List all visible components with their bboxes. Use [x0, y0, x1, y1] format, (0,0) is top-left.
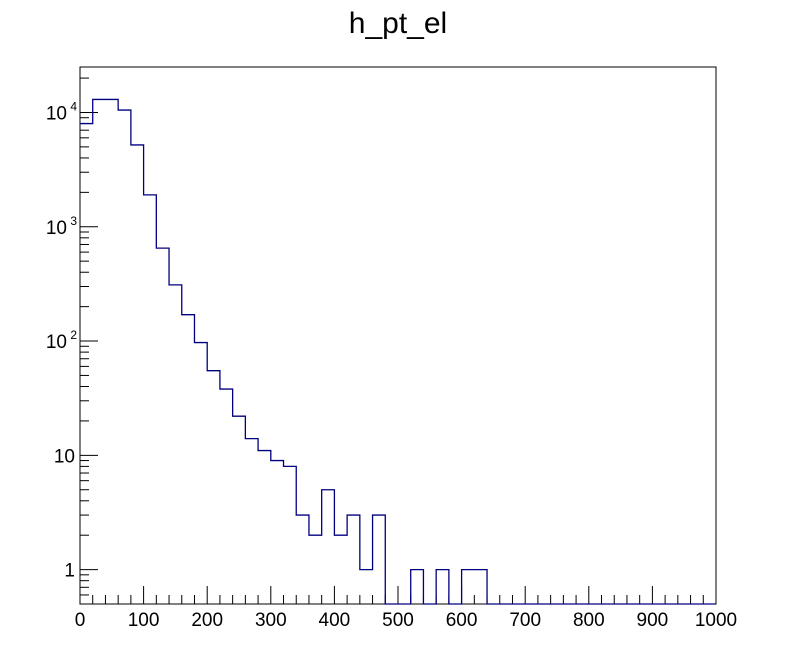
x-tick-label: 300 — [255, 610, 287, 631]
plot-frame — [79, 66, 717, 605]
x-tick-label: 800 — [573, 610, 605, 631]
y-tick-exponent: 3 — [70, 214, 77, 228]
chart-title: h_pt_el — [349, 7, 447, 40]
y-tick-label: 10 — [46, 103, 67, 124]
x-tick-label: 0 — [75, 610, 86, 631]
x-tick-label: 700 — [509, 610, 541, 631]
x-tick-label: 1000 — [695, 610, 737, 631]
x-tick-label: 500 — [382, 610, 414, 631]
x-tick-label: 600 — [446, 610, 478, 631]
y-tick-label: 10 — [46, 218, 67, 239]
y-tick-exponent: 2 — [70, 328, 77, 342]
y-tick-base: 10 — [46, 103, 67, 124]
y-tick-exponent: 4 — [70, 99, 77, 113]
y-tick-label: 10 — [46, 332, 67, 353]
y-tick-base: 10 — [46, 332, 67, 353]
y-tick-label: 10 — [54, 446, 75, 467]
x-axis: 0 100 200 300 400 500 600 700 800 900 1000 — [75, 586, 737, 631]
x-tick-label: 900 — [637, 610, 669, 631]
y-tick-label: 1 — [64, 561, 75, 582]
x-tick-label: 200 — [191, 610, 223, 631]
histogram-series-line — [80, 98, 716, 605]
y-tick-base: 10 — [46, 218, 67, 239]
x-tick-label: 100 — [128, 610, 160, 631]
x-tick-label: 400 — [319, 610, 351, 631]
